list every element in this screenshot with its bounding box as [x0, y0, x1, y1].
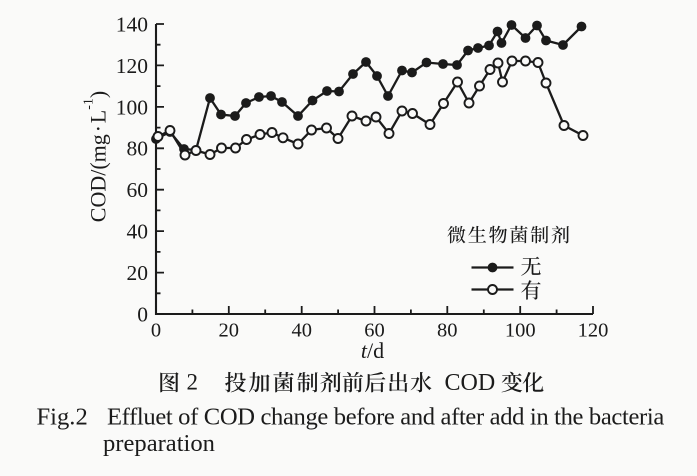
svg-text:t/d: t/d — [361, 338, 384, 363]
svg-text:0: 0 — [137, 302, 148, 326]
svg-text:preparation: preparation — [103, 430, 215, 457]
svg-text:40: 40 — [127, 220, 149, 244]
svg-text:2: 2 — [187, 370, 199, 395]
svg-text:0: 0 — [151, 319, 161, 341]
svg-text:Fig.2: Fig.2 — [37, 404, 88, 431]
svg-text:100: 100 — [505, 319, 536, 341]
svg-text:140: 140 — [116, 12, 148, 36]
svg-text:COD: COD — [445, 370, 496, 396]
svg-text:80: 80 — [437, 319, 458, 341]
svg-text:80: 80 — [127, 137, 149, 161]
svg-text:120: 120 — [578, 319, 609, 341]
svg-text:20: 20 — [219, 319, 240, 341]
svg-text:COD/(mg · L-1): COD/(mg · L-1) — [82, 91, 111, 222]
svg-text:100: 100 — [116, 95, 148, 119]
svg-text:40: 40 — [291, 319, 312, 341]
svg-text:60: 60 — [127, 178, 149, 202]
svg-text:20: 20 — [127, 261, 149, 285]
svg-text:60: 60 — [364, 319, 385, 341]
svg-text:120: 120 — [116, 54, 148, 78]
svg-text:Effluet of COD change before a: Effluet of COD change before and after a… — [107, 404, 664, 431]
